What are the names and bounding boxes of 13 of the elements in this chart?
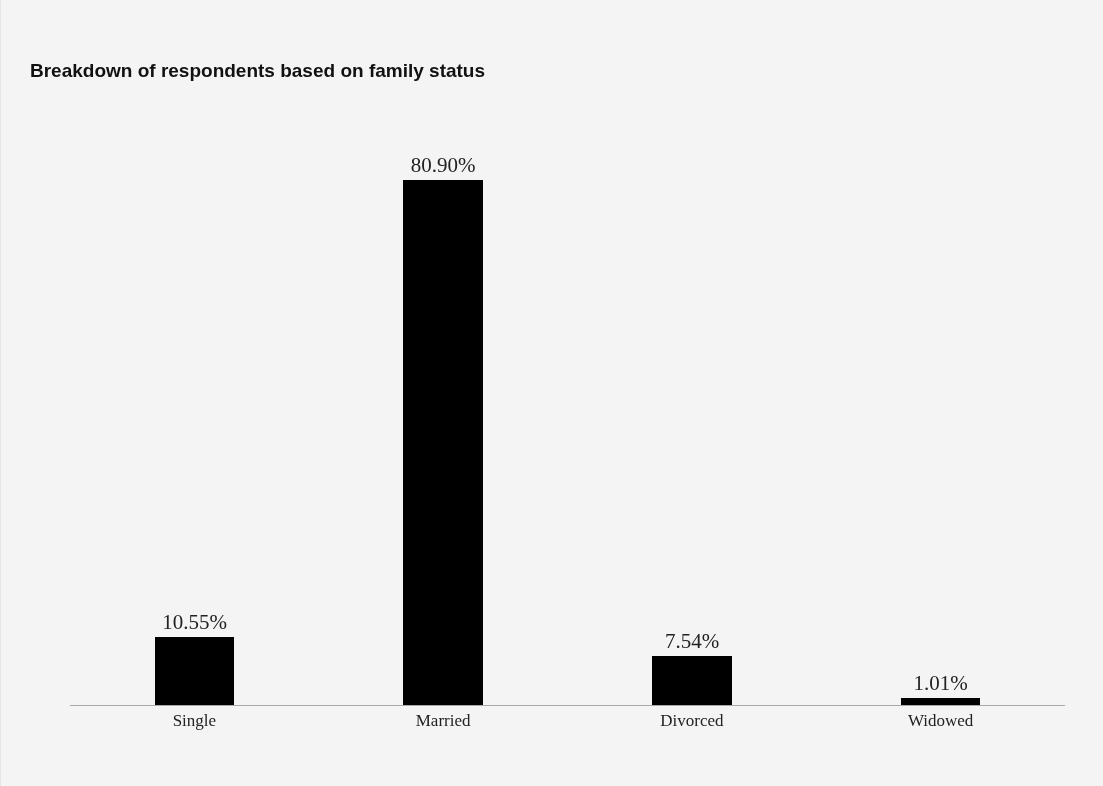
data-label: 80.90% (410, 153, 476, 177)
x-tick-label: Divorced (660, 711, 724, 731)
chart-title: Breakdown of respondents based on family status (30, 59, 486, 81)
bar (155, 637, 234, 705)
data-label: 7.54% (664, 629, 720, 653)
data-label: 10.55% (162, 610, 227, 634)
data-label: 1.01% (913, 671, 968, 695)
x-tick-label: Single (172, 711, 217, 731)
bar (652, 656, 732, 705)
x-tick-label: Widowed (907, 711, 974, 731)
bar (403, 180, 483, 705)
x-tick-label: Married (415, 711, 471, 731)
bar (901, 698, 980, 705)
